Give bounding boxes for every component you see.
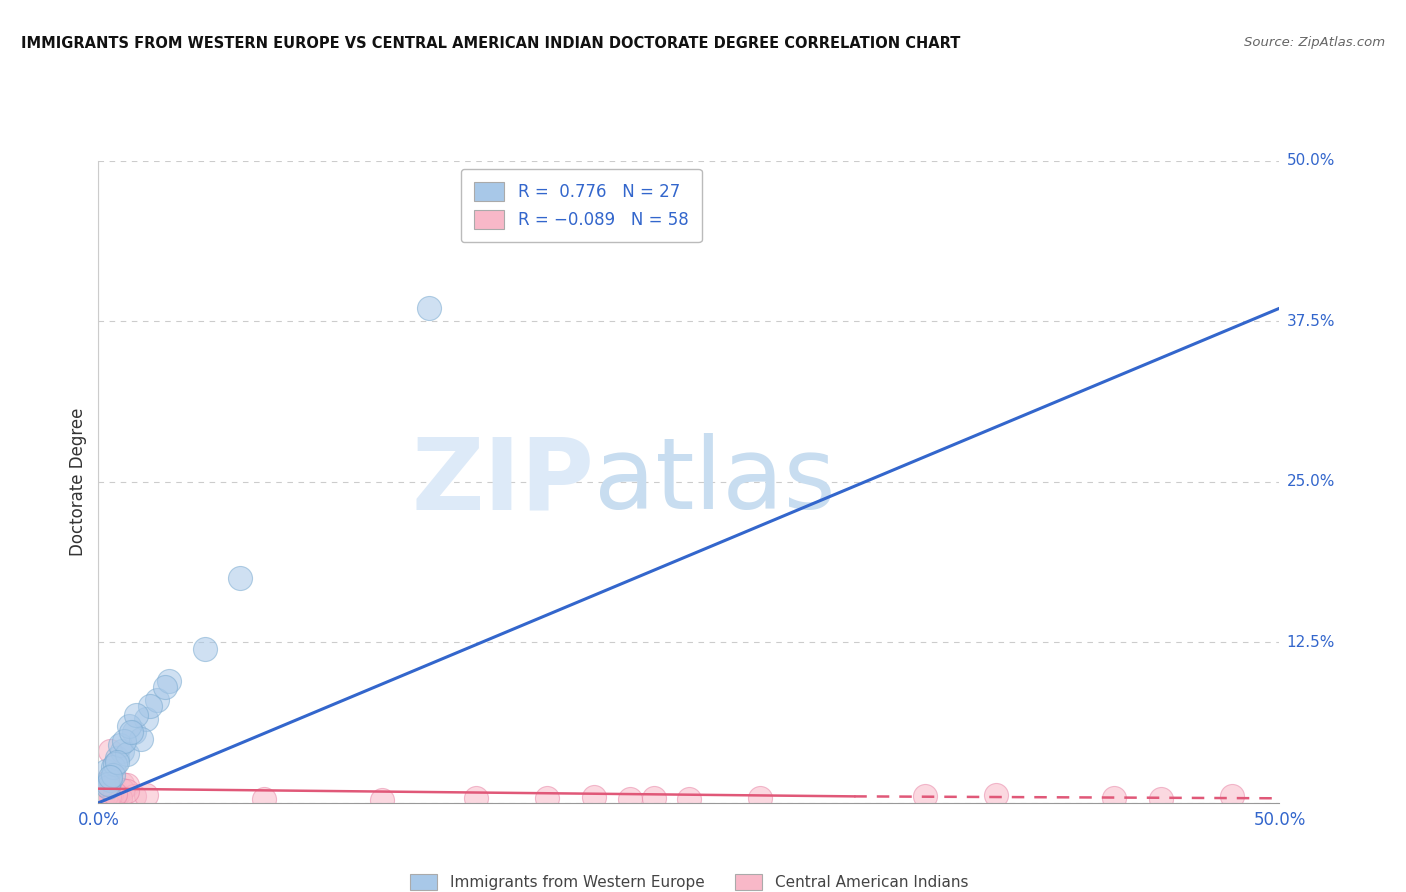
Point [97,776,120,790]
Y-axis label: Doctorate Degree: Doctorate Degree [69,408,87,556]
Point [139,699,162,714]
Point [94,790,117,805]
Point [97,790,120,805]
Point [96,787,118,801]
Point [105,755,128,769]
Point [93,793,115,807]
Point [104,757,127,772]
Point [157,673,180,688]
Point [94,789,117,804]
Point [96,790,118,805]
Point [118,719,141,733]
Point [104,783,127,797]
Point [94,792,117,806]
Text: IMMIGRANTS FROM WESTERN EUROPE VS CENTRAL AMERICAN INDIAN DOCTORATE DEGREE CORRE: IMMIGRANTS FROM WESTERN EUROPE VS CENTRA… [21,36,960,51]
Point [583,790,606,805]
Text: 37.5%: 37.5% [1286,314,1334,328]
Text: ZIP: ZIP [412,434,595,530]
Point [98,789,121,804]
Text: 25.0%: 25.0% [1286,475,1334,489]
Point [105,788,128,802]
Point [91,792,114,806]
Point [253,792,276,806]
Point [100,787,122,801]
Point [418,301,440,316]
Point [135,712,157,726]
Point [98,744,121,758]
Point [97,780,120,795]
Point [98,770,121,784]
Text: atlas: atlas [595,434,837,530]
Point [101,784,124,798]
Point [536,791,558,805]
Point [104,787,127,801]
Point [91,793,114,807]
Point [94,788,117,802]
Point [1102,790,1125,805]
Point [91,792,114,806]
Point [98,792,121,806]
Point [153,680,176,694]
Point [91,790,114,805]
Point [91,788,114,802]
Point [111,783,134,797]
Point [229,571,252,585]
Point [1220,789,1243,804]
Point [984,788,1007,802]
Point [90,792,112,806]
Point [90,789,112,804]
Point [129,731,152,746]
Point [108,738,131,752]
Point [643,790,665,805]
Point [101,792,124,806]
Point [111,776,134,790]
Point [104,788,127,802]
Point [97,785,120,799]
Point [678,792,700,806]
Point [98,785,121,799]
Point [91,776,114,790]
Point [125,708,148,723]
Point [121,725,143,739]
Point [105,788,128,802]
Text: Source: ZipAtlas.com: Source: ZipAtlas.com [1244,36,1385,49]
Point [748,791,770,805]
Point [371,793,394,807]
Point [122,725,145,739]
Point [98,780,121,795]
Point [103,787,125,801]
Point [97,789,120,804]
Point [91,793,114,807]
Point [115,784,138,798]
Point [135,788,157,802]
Point [108,790,131,805]
Point [96,792,118,806]
Point [98,772,121,787]
Point [111,744,134,758]
Point [100,789,122,804]
Point [101,767,124,781]
Point [619,792,641,806]
Text: 50.0%: 50.0% [1286,153,1334,168]
Point [115,778,138,792]
Point [94,764,117,778]
Point [122,789,145,804]
Legend: Immigrants from Western Europe, Central American Indians: Immigrants from Western Europe, Central … [404,868,974,892]
Point [465,790,488,805]
Point [115,747,138,761]
Point [146,693,169,707]
Point [1150,792,1173,806]
Point [98,790,121,805]
Point [112,734,135,748]
Point [93,783,115,797]
Text: 12.5%: 12.5% [1286,635,1334,649]
Point [194,641,217,656]
Point [105,751,128,765]
Point [101,760,124,774]
Point [914,789,936,804]
